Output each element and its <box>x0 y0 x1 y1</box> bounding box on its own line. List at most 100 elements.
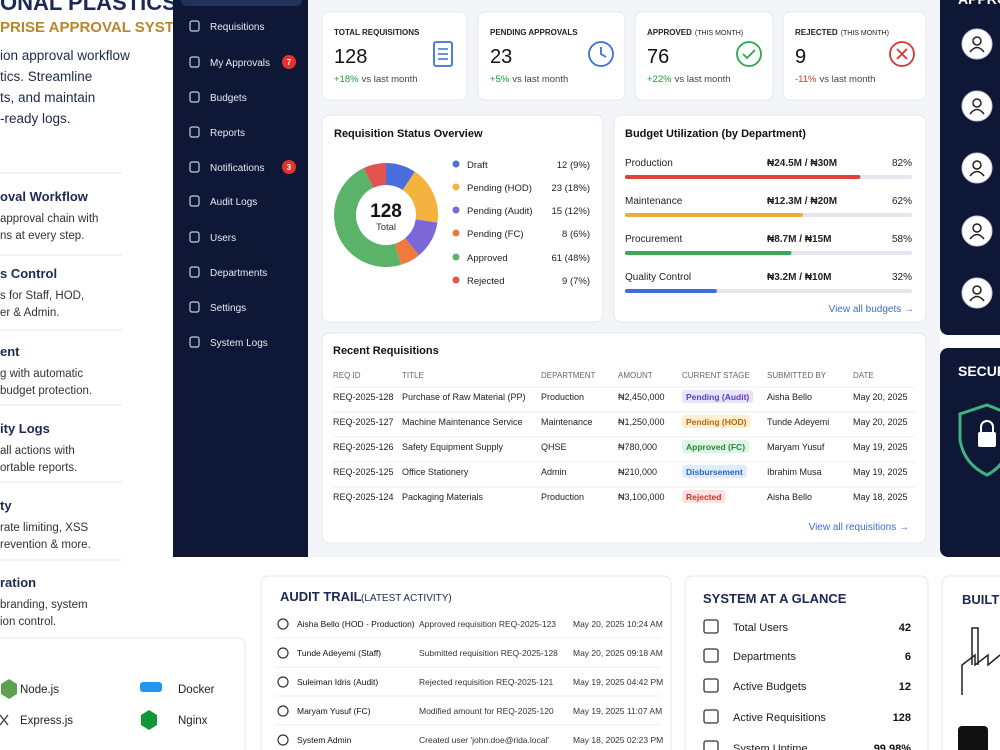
nav-item[interactable]: Requisitions <box>210 22 264 33</box>
nav-icon <box>189 195 200 207</box>
kpi-card <box>634 11 774 101</box>
role-icon-body <box>969 295 985 302</box>
budget-amount: ₦24.5M / ₦30M <box>767 158 837 169</box>
tech-icon <box>141 710 157 730</box>
kpi-label: APPROVED (THIS MONTH) <box>647 28 743 37</box>
tech-icon <box>1 679 17 699</box>
hero-text: tics. Streamline <box>0 69 92 84</box>
kpi-card <box>477 11 626 101</box>
nav-icon <box>189 266 200 278</box>
audit-time: May 20, 2025 10:24 AM <box>573 619 663 629</box>
audit-user: Aisha Bello (HOD - Production) <box>297 619 415 629</box>
role-icon <box>961 28 993 60</box>
kpi-value: 9 <box>795 46 806 68</box>
donut-segment <box>404 218 438 256</box>
donut-total: 128 <box>370 201 402 222</box>
legend-value: 8 (6%) <box>562 229 590 240</box>
feature-text: ortable reports. <box>0 462 77 474</box>
budget-name: Procurement <box>625 234 682 245</box>
table-cell: Packaging Materials <box>402 492 484 502</box>
budget-percent: 32% <box>892 272 912 283</box>
legend-value: 9 (7%) <box>562 276 590 287</box>
legend-dot <box>452 160 460 168</box>
tech-label: Node.js <box>20 684 59 696</box>
nav-item[interactable]: Budgets <box>210 93 247 104</box>
feature-text: s for Staff, HOD, <box>0 290 84 302</box>
kpi-change-note: vs last month <box>512 74 568 85</box>
kpi-icon <box>742 49 756 60</box>
nav-icon <box>189 126 200 138</box>
card-subtitle: (LATEST ACTIVITY) <box>361 593 452 604</box>
table-cell: ₦2,450,000 <box>618 392 665 402</box>
audit-action: Approved requisition REQ-2025-123 <box>419 619 556 629</box>
sidebar <box>173 0 308 557</box>
budget-bar <box>625 213 803 217</box>
kpi-label: PENDING APPROVALS <box>490 28 578 37</box>
nav-item[interactable]: Users <box>210 233 236 244</box>
audit-icon <box>277 705 289 717</box>
donut-total-label: Total <box>376 222 396 233</box>
nav-item[interactable]: Reports <box>210 128 245 139</box>
kpi-change-value: -11% <box>795 74 817 85</box>
table-cell: Aisha Bello <box>767 392 812 402</box>
security-panel <box>940 348 1000 557</box>
nav-item[interactable]: Audit Logs <box>210 197 257 208</box>
nav-item[interactable]: Departments <box>210 268 267 279</box>
role-icon-body <box>969 170 985 177</box>
kpi-label-text: TOTAL REQUISITIONS <box>334 28 420 37</box>
legend-label: Pending (Audit) <box>467 206 532 217</box>
glance-icon <box>703 709 719 724</box>
feature-text: ns at every step. <box>0 230 84 242</box>
column-header: DATE <box>853 371 874 380</box>
nav-item[interactable]: Settings <box>210 303 246 314</box>
nav-icon <box>189 301 200 313</box>
legend-dot <box>452 206 460 214</box>
feature-text: revention & more. <box>0 539 91 551</box>
kpi-change: +5% vs last month <box>490 74 568 85</box>
glance-value: 12 <box>899 681 911 693</box>
audit-action: Created user 'john.doe@rida.local' <box>419 735 549 745</box>
role-icon-body <box>969 46 985 53</box>
column-header: REQ ID <box>333 371 361 380</box>
audit-user: Maryam Yusuf (FC) <box>297 706 371 716</box>
feature-text: g with automatic <box>0 368 83 380</box>
kpi-icon <box>588 41 614 67</box>
legend-label: Draft <box>467 160 488 171</box>
card-title: Recent Requisitions <box>333 345 439 357</box>
view-all-link[interactable]: View all budgets → <box>829 304 914 315</box>
built-card <box>941 575 1000 750</box>
table-cell: May 20, 2025 <box>853 417 908 427</box>
nav-item[interactable]: System Logs <box>210 338 268 349</box>
kpi-change-value: +5% <box>490 74 510 85</box>
legend-dot <box>452 229 460 237</box>
tech-label: Express.js <box>20 715 73 727</box>
glance-label: Total Users <box>733 622 789 634</box>
hero-text: ion approval workflow <box>0 48 130 63</box>
table-cell: ₦780,000 <box>618 442 657 452</box>
view-all-link[interactable]: View all requisitions → <box>809 522 909 533</box>
legend-value: 15 (12%) <box>551 206 590 217</box>
kpi-label: REJECTED (THIS MONTH) <box>795 28 889 37</box>
nav-item[interactable]: My Approvals <box>210 58 270 69</box>
nav-item[interactable]: Notifications <box>210 163 264 174</box>
column-header: DEPARTMENT <box>541 371 595 380</box>
budget-bar <box>625 175 861 179</box>
budget-name: Quality Control <box>625 272 691 283</box>
donut-segment <box>334 167 402 267</box>
role-icon <box>961 152 993 184</box>
legend-dot <box>452 183 460 191</box>
budget-amount: ₦8.7M / ₦15M <box>767 234 831 245</box>
table-cell: Admin <box>541 467 567 477</box>
kpi-icon <box>889 41 915 67</box>
tech-icon <box>0 714 9 726</box>
table-cell: REQ-2025-125 <box>333 467 394 477</box>
table-cell: REQ-2025-127 <box>333 417 394 427</box>
kpi-change-value: +18% <box>334 74 359 85</box>
panel-title: BUILT <box>962 592 999 607</box>
feature-title: ty <box>0 498 12 513</box>
audit-icon <box>277 618 289 630</box>
legend-label: Rejected <box>467 276 505 287</box>
glance-icon <box>703 648 719 663</box>
feature-text: er & Admin. <box>0 307 59 319</box>
